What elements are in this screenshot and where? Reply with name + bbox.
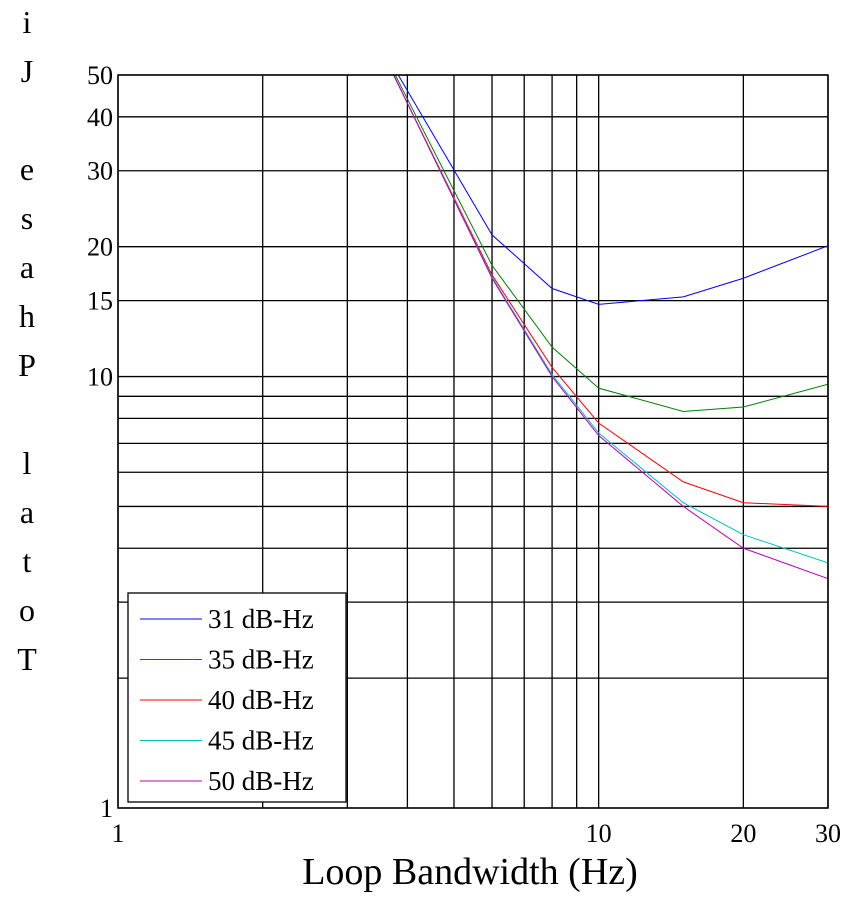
y-tick-label: 1 (100, 794, 113, 823)
series-line-35-db-hz (394, 75, 828, 412)
tick-labels: 1 10 20 30 1 10 15 20 30 40 50 (87, 61, 841, 848)
y-tick-label: 50 (87, 61, 113, 90)
x-tick-label: 20 (730, 819, 756, 848)
legend-label: 35 dB-Hz (208, 645, 314, 675)
legend-label: 31 dB-Hz (208, 604, 314, 634)
series-line-50-db-hz (393, 75, 828, 580)
x-tick-label: 10 (586, 819, 612, 848)
legend-label: 40 dB-Hz (208, 685, 314, 715)
series-line-45-db-hz (393, 75, 828, 564)
y-tick-label: 10 (87, 363, 113, 392)
plot-frame (117, 74, 829, 809)
y-axis-label: Total Phase Jit (9, 0, 45, 690)
series-lines (392, 75, 828, 580)
y-tick-label: 20 (87, 233, 113, 262)
series-line-31-db-hz (397, 75, 828, 305)
y-tick-label: 15 (87, 287, 113, 316)
legend-box (127, 592, 347, 803)
legend: 31 dB-Hz 35 dB-Hz 40 dB-Hz 45 dB-Hz 50 dB-Hz (127, 592, 347, 803)
x-tick-label: 1 (112, 819, 125, 848)
y-tick-label: 30 (87, 157, 113, 186)
legend-label: 50 dB-Hz (208, 766, 314, 796)
legend-label: 45 dB-Hz (208, 726, 314, 756)
y-tick-label: 40 (87, 103, 113, 132)
x-tick-label: 30 (815, 819, 841, 848)
x-axis-label: Loop Bandwidth (Hz) (302, 851, 638, 893)
